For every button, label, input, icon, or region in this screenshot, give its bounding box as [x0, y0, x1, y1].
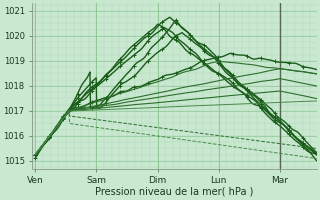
X-axis label: Pression niveau de la mer( hPa ): Pression niveau de la mer( hPa ) — [95, 187, 253, 197]
